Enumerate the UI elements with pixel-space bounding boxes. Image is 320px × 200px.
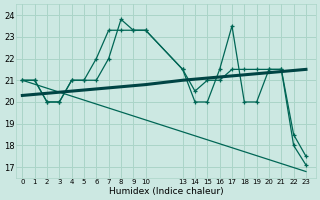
- X-axis label: Humidex (Indice chaleur): Humidex (Indice chaleur): [109, 187, 223, 196]
